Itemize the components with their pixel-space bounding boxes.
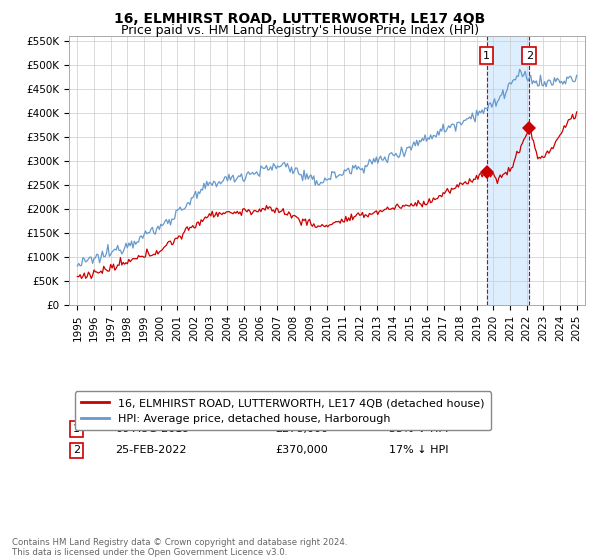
Text: 1: 1	[73, 424, 80, 434]
Text: 06-AUG-2019: 06-AUG-2019	[115, 424, 190, 434]
Text: 2: 2	[526, 50, 533, 60]
Text: £278,000: £278,000	[275, 424, 328, 434]
Text: Price paid vs. HM Land Registry's House Price Index (HPI): Price paid vs. HM Land Registry's House …	[121, 24, 479, 37]
Text: 1: 1	[483, 50, 490, 60]
Legend: 16, ELMHIRST ROAD, LUTTERWORTH, LE17 4QB (detached house), HPI: Average price, d: 16, ELMHIRST ROAD, LUTTERWORTH, LE17 4QB…	[74, 391, 491, 430]
Text: Contains HM Land Registry data © Crown copyright and database right 2024.
This d: Contains HM Land Registry data © Crown c…	[12, 538, 347, 557]
Text: £370,000: £370,000	[275, 445, 328, 455]
Text: 17% ↓ HPI: 17% ↓ HPI	[389, 445, 448, 455]
Text: 16, ELMHIRST ROAD, LUTTERWORTH, LE17 4QB: 16, ELMHIRST ROAD, LUTTERWORTH, LE17 4QB	[115, 12, 485, 26]
Text: 33% ↓ HPI: 33% ↓ HPI	[389, 424, 448, 434]
Text: 2: 2	[73, 445, 80, 455]
Text: 25-FEB-2022: 25-FEB-2022	[115, 445, 187, 455]
Bar	[487, 36, 529, 305]
